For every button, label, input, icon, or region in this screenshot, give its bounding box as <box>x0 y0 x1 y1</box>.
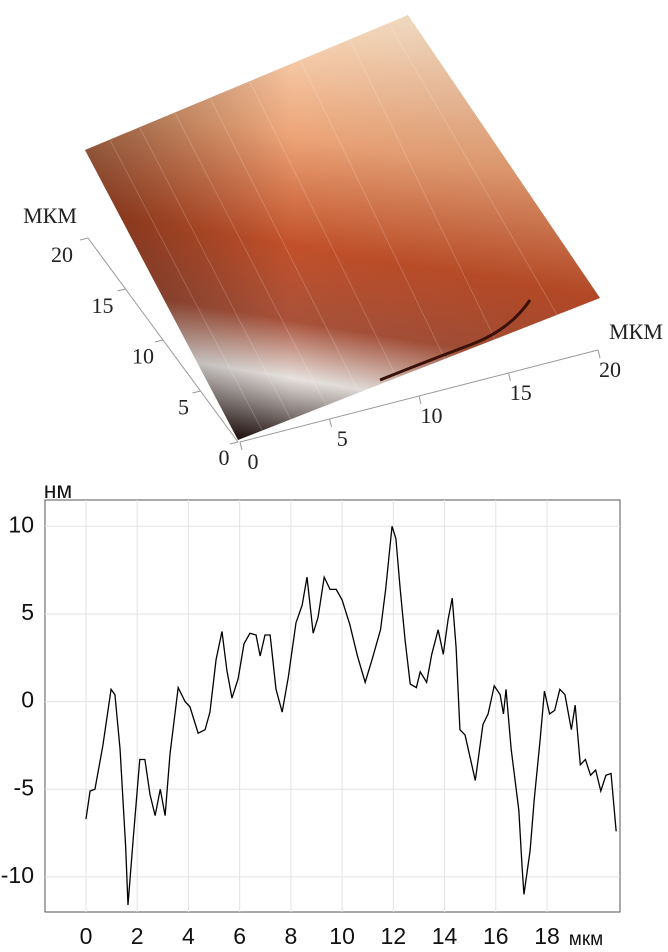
tick <box>597 349 601 359</box>
tick <box>418 395 422 405</box>
axis-label: нм <box>44 477 73 503</box>
x-tick-label: 2 <box>131 923 144 949</box>
x-tick-label: 12 <box>381 923 407 949</box>
tick <box>79 237 89 241</box>
y-tick-label: 10 <box>8 511 34 537</box>
y-tick-label: 5 <box>178 394 189 419</box>
tick <box>239 441 243 451</box>
surface-shade <box>85 15 600 440</box>
y-tick-label: 0 <box>219 445 230 470</box>
surface-feature <box>379 299 532 382</box>
y-tick-label: -10 <box>1 862 34 888</box>
axis-label: МКМ <box>609 319 663 344</box>
x-tick-label: 0 <box>80 923 93 949</box>
x-tick-label: 16 <box>483 923 509 949</box>
tick <box>117 288 126 292</box>
x-tick-label: 10 <box>421 403 443 428</box>
y-tick-label: 0 <box>21 687 34 713</box>
y-tick-label: 20 <box>51 242 73 267</box>
axis-label: мкм <box>569 929 603 950</box>
x-tick-label: 5 <box>337 426 348 451</box>
tick <box>329 418 332 428</box>
line <box>85 526 617 906</box>
x-tick-label: 15 <box>510 380 532 405</box>
x-tick-label: 20 <box>599 357 621 382</box>
tick <box>508 372 511 382</box>
x-tick-label: 14 <box>432 923 458 949</box>
x-tick-label: 4 <box>182 923 195 949</box>
tick <box>154 339 164 343</box>
x-tick-label: 10 <box>329 923 355 949</box>
tick <box>229 441 239 445</box>
axis-label: МКМ <box>23 203 77 228</box>
y-tick-label: 5 <box>21 599 34 625</box>
surface-texture <box>109 24 561 431</box>
x-tick-label: 18 <box>534 923 560 949</box>
plot-frame <box>44 499 621 913</box>
x-tick-label: 8 <box>284 923 297 949</box>
tick <box>192 390 201 394</box>
y-tick-label: -5 <box>14 774 34 800</box>
surface <box>85 15 600 440</box>
y-tick-label: 15 <box>92 293 114 318</box>
y-tick-label: 10 <box>132 344 154 369</box>
x-tick-label: 0 <box>248 449 259 474</box>
x-tick-label: 6 <box>233 923 246 949</box>
